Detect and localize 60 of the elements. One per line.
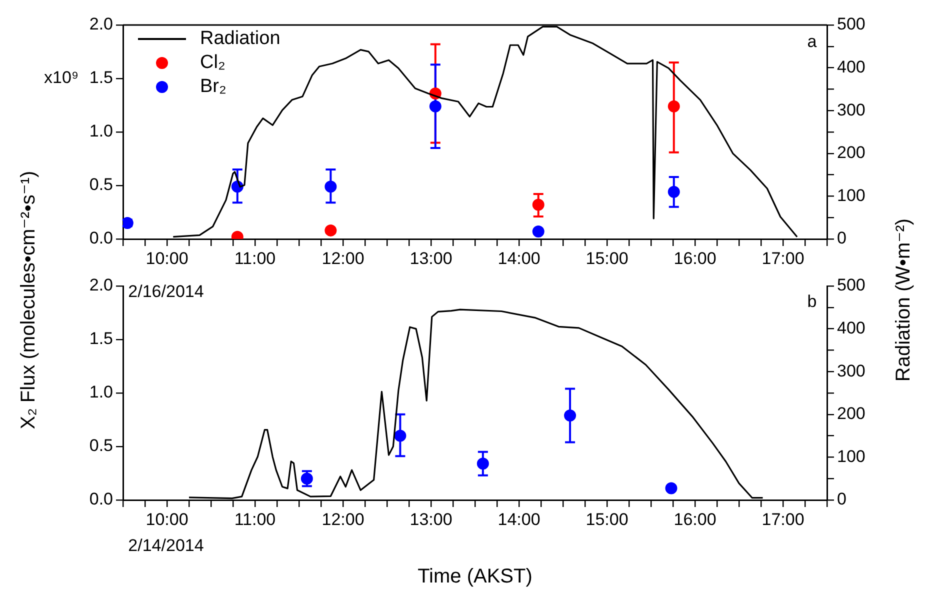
legend-label: Cl₂ xyxy=(200,52,226,74)
y-tick-label: 1.5 xyxy=(89,329,113,348)
annotation: 2/16/2014 xyxy=(128,282,204,302)
x-tick-label: 10:00 xyxy=(146,248,188,268)
legend-label: Br₂ xyxy=(200,76,226,98)
x-tick-label: 17:00 xyxy=(762,248,804,268)
x-axis-title: Time (AKST) xyxy=(418,566,532,588)
text: 2/14/2014 xyxy=(128,536,204,556)
x-tick-label: 14:00 xyxy=(498,248,540,268)
point xyxy=(324,224,337,236)
point xyxy=(532,198,544,211)
y2-tick-label: 400 xyxy=(837,318,866,338)
x-tick-label: 13:00 xyxy=(410,510,452,529)
x-tick-label: 14:00 xyxy=(498,510,540,529)
x-tick-label: 15:00 xyxy=(586,248,628,268)
y-tick-label: 1.5 xyxy=(89,68,113,88)
point xyxy=(394,430,406,442)
y2-tick-label: 100 xyxy=(837,446,866,466)
y2-tick-label: 0 xyxy=(837,228,846,248)
x-tick-label: 11:00 xyxy=(234,510,276,529)
x-tick-label: 13:00 xyxy=(410,248,452,268)
annotation: a xyxy=(807,32,817,52)
y2-tick-label: 500 xyxy=(837,14,866,34)
y-tick-label: 1.0 xyxy=(89,382,113,402)
legend-label: Radiation xyxy=(200,28,280,50)
point xyxy=(564,409,576,422)
y-tick-label: 0.0 xyxy=(89,490,113,509)
annotation: b xyxy=(807,292,817,312)
y-axis-title: X₂ Flux (molecules•cm⁻²•s⁻¹) xyxy=(16,170,40,430)
y2-tick-label: 300 xyxy=(837,100,866,120)
y-tick-label: 0.5 xyxy=(89,436,113,456)
point xyxy=(429,100,442,112)
x-tick-label: 11:00 xyxy=(234,248,276,268)
point xyxy=(668,186,680,198)
y-tick-label: 0.0 xyxy=(89,228,113,248)
y2-tick-label: 100 xyxy=(837,186,866,205)
y2-tick-label: 500 xyxy=(837,276,866,295)
x-tick-label: 10:00 xyxy=(146,510,188,529)
x-tick-label: 16:00 xyxy=(674,248,716,268)
y2-axis-title: Radiation (W•m⁻²) xyxy=(892,218,916,382)
y-tick-label: 1.0 xyxy=(89,122,113,141)
x-tick-label: 16:00 xyxy=(674,510,716,529)
x-tick-label: 15:00 xyxy=(586,510,628,529)
point xyxy=(668,100,680,112)
point xyxy=(476,458,489,470)
point xyxy=(665,482,678,494)
y-tick-label: 2.0 xyxy=(89,14,113,34)
x-tick-label: 12:00 xyxy=(322,510,364,529)
y-tick-label: 0.5 xyxy=(89,175,113,194)
y2-tick-label: 200 xyxy=(837,404,866,424)
x-tick-label: 17:00 xyxy=(762,510,804,529)
y2-tick-label: 300 xyxy=(837,361,866,380)
y-tick-label: 2.0 xyxy=(89,276,113,295)
x-tick-label: 12:00 xyxy=(322,248,364,268)
point xyxy=(532,226,544,238)
y2-tick-label: 200 xyxy=(837,143,866,162)
point xyxy=(324,180,337,193)
y2-tick-label: 400 xyxy=(837,57,866,76)
text: x10⁹ xyxy=(44,68,79,88)
y2-tick-label: 0 xyxy=(837,490,846,509)
